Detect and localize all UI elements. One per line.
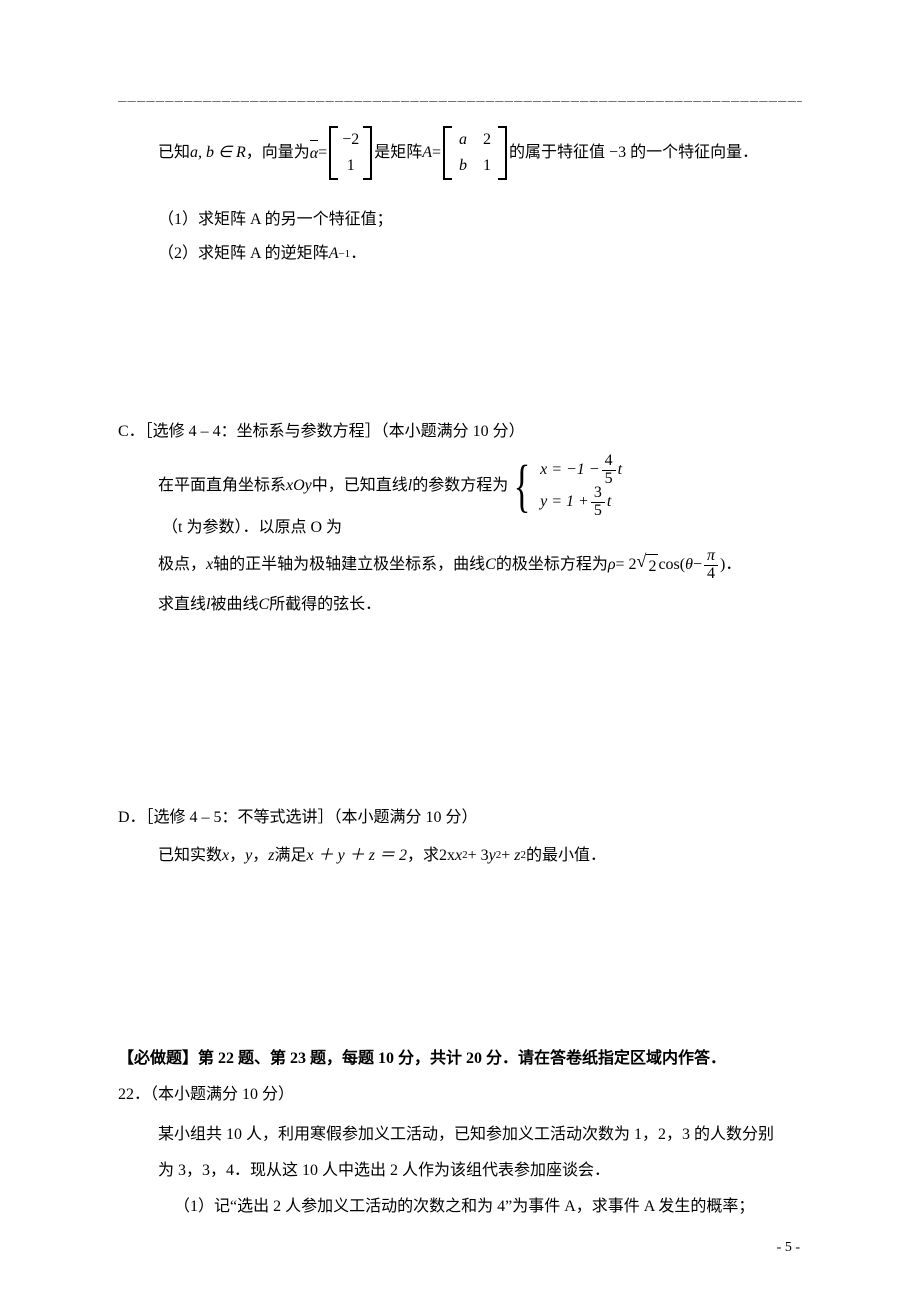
fraction-pi-4: π 4 [704, 548, 718, 583]
text: ． [350, 242, 366, 266]
text: 在平面直角坐标系 [158, 474, 286, 498]
C: C [485, 553, 496, 577]
fraction-3-5: 3 5 [591, 485, 605, 520]
matrix-cell: a [456, 128, 470, 152]
matrix-alpha: −2 1 [329, 126, 372, 180]
text: 轴的正半轴为极轴建立极坐标系，曲线 [213, 553, 485, 577]
text: 满足 [275, 844, 307, 868]
2x2: 2xx [439, 844, 462, 868]
sys-row1-t: t [618, 458, 622, 482]
matrix-cell: 1 [480, 154, 494, 178]
param-system: { x = −1 − 4 5 t y = 1 + [508, 456, 622, 516]
text: ，向量为 [246, 141, 310, 165]
y: y [245, 844, 252, 868]
A: A [422, 141, 432, 165]
cos-close: )． [720, 553, 741, 577]
text: 中，已知直线 [312, 474, 408, 498]
problem-c-line1: 在平面直角坐标系 xOy 中，已知直线 l 的参数方程为 { x = −1 − … [118, 456, 802, 540]
text: 所截得的弦长． [269, 593, 381, 617]
problem-b-line: 已知 a, b ∈ R ，向量为 α = −2 1 是矩阵 A = a [118, 126, 802, 180]
page: ________________________________________… [0, 0, 920, 1302]
content-area: 已知 a, b ∈ R ，向量为 α = −2 1 是矩阵 A = a [118, 120, 802, 1223]
xyz-eq: x ＋ y ＋ z ＝ 2 [307, 844, 407, 868]
sys-row1-pre: x = −1 − [540, 458, 600, 482]
problem-c-line2: 极点， x 轴的正半轴为极轴建立极坐标系，曲线 C 的极坐标方程为 ρ = 2 … [118, 548, 802, 583]
comma: ， [229, 844, 245, 868]
problem-c-header: C．［选修 4 – 4：坐标系与参数方程］（本小题满分 10 分） [118, 420, 802, 444]
mandatory-section-header: 【必做题】第 22 题、第 23 题，每题 10 分，共计 20 分．请在答卷纸… [118, 1047, 802, 1071]
problem-c-line3: 求直线 l 被曲线 C 所截得的弦长． [118, 593, 802, 617]
equals: = [318, 141, 327, 165]
problem-d-header: D．［选修 4 – 5：不等式选讲］（本小题满分 10 分） [118, 806, 802, 830]
sup-minus1: −1 [338, 246, 350, 263]
rho: ρ [608, 553, 616, 577]
matrix-A: a 2 b 1 [443, 126, 507, 180]
sys-row2-pre: y = 1 + [540, 490, 589, 514]
text: 被曲线 [210, 593, 258, 617]
eq: = 2 [616, 553, 637, 577]
equals: = [432, 141, 441, 165]
text: 已知 [158, 141, 190, 165]
problem-22-header: 22．（本小题满分 10 分） [118, 1083, 802, 1107]
page-number: - 5 - [777, 1237, 800, 1258]
text: （2）求矩阵 A 的逆矩阵 [158, 242, 329, 266]
cos-open: cos( [658, 553, 685, 577]
text: 的最小值． [526, 844, 606, 868]
problem-d-line1: 已知实数 x ， y ， z 满足 x ＋ y ＋ z ＝ 2 ，求 2xx 2… [118, 844, 802, 868]
matrix-cell: b [456, 154, 470, 178]
problem-22-line2: 为 3，3，4．现从这 10 人中选出 2 人作为该组代表参加座谈会． [118, 1155, 802, 1187]
text: 已知实数 [158, 844, 222, 868]
fraction-4-5: 4 5 [602, 453, 616, 488]
problem-22-q1: （1）记“选出 2 人参加义工活动的次数之和为 4”为事件 A，求事件 A 发生… [118, 1191, 802, 1223]
x: x [206, 553, 213, 577]
matrix-cell: 1 [342, 154, 359, 178]
plus-z: + z [501, 844, 520, 868]
plus-3y: + 3y [468, 844, 496, 868]
text: （t 为参数）．以原点 O 为 [162, 516, 342, 540]
problem-22-line1: 某小组共 10 人，利用寒假参加义工活动，已知参加义工活动次数为 1，2，3 的… [118, 1119, 802, 1151]
text: 的极坐标方程为 [496, 553, 608, 577]
matrix-cell: 2 [480, 128, 494, 152]
header-underline: ________________________________________… [118, 84, 802, 105]
xOy: xOy [286, 474, 312, 498]
problem-b-q2: （2）求矩阵 A 的逆矩阵 A −1 ． [118, 242, 802, 266]
text: ，求 [407, 844, 439, 868]
text: 的参数方程为 [412, 474, 508, 498]
text: 是矩阵 [374, 141, 422, 165]
A: A [329, 242, 339, 266]
theta: θ [685, 553, 693, 577]
text: 求直线 [158, 593, 206, 617]
sys-row2-t: t [607, 490, 611, 514]
x: x [222, 844, 229, 868]
C: C [258, 593, 269, 617]
problem-b-q1: （1）求矩阵 A 的另一个特征值； [118, 208, 802, 232]
text: 的属于特征值 −3 的一个特征向量． [509, 141, 758, 165]
alpha-overbar: α [310, 140, 318, 166]
sqrt2: √2 [637, 552, 659, 579]
text: 极点， [158, 553, 206, 577]
comma: ， [252, 844, 268, 868]
matrix-cell: −2 [342, 128, 359, 152]
minus: − [693, 553, 702, 577]
math-abR: a, b ∈ R [190, 141, 246, 165]
